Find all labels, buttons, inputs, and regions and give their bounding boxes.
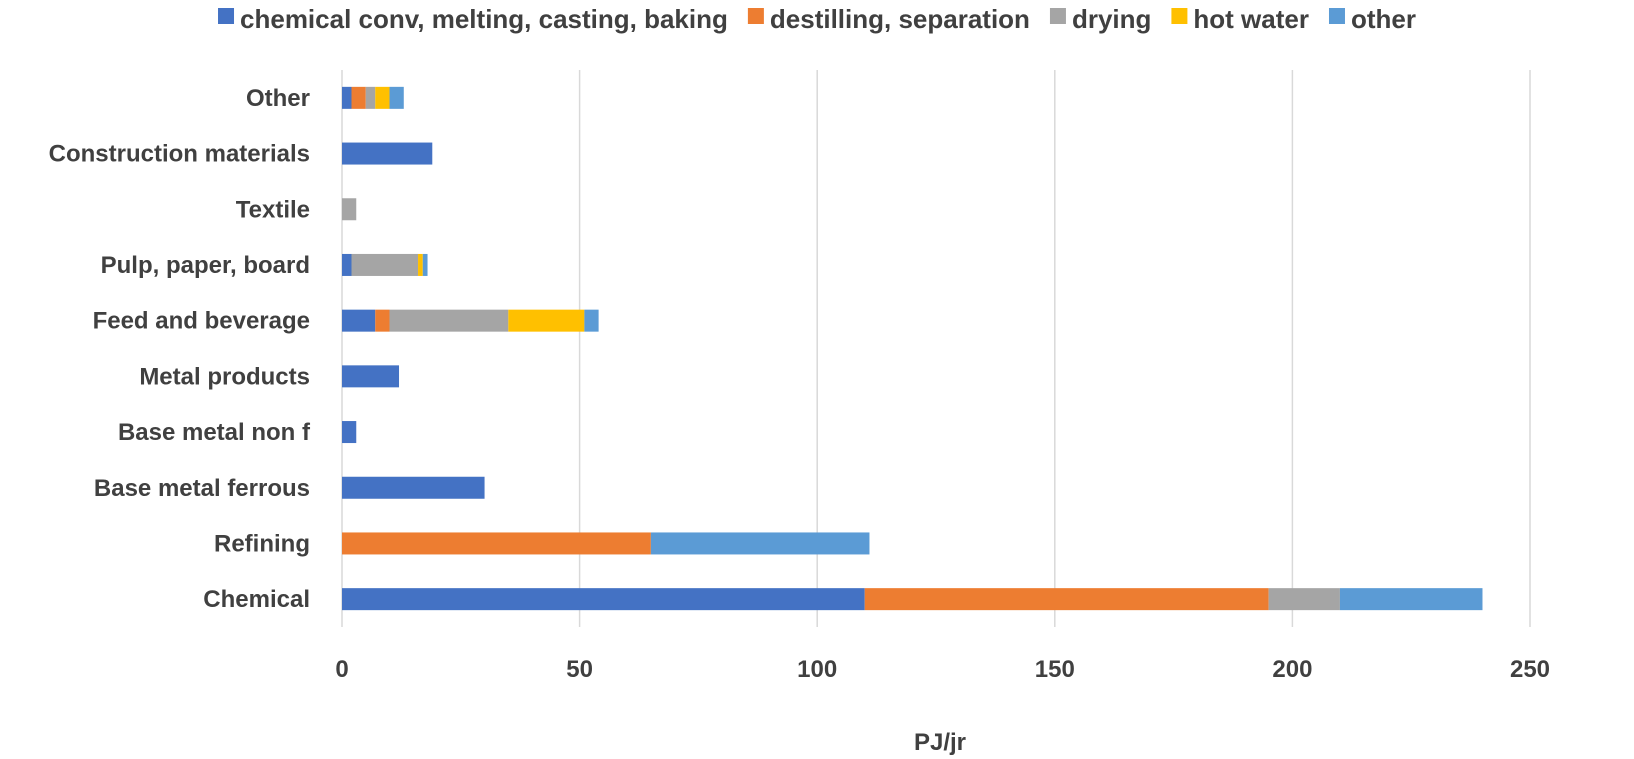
category-label: Feed and beverage xyxy=(93,308,310,335)
legend-label: drying xyxy=(1072,4,1151,34)
bar-segment xyxy=(342,421,357,444)
bar-segment xyxy=(365,86,376,109)
bar-segment xyxy=(422,253,428,276)
legend-label: destilling, separation xyxy=(770,4,1030,34)
bar-segment xyxy=(351,253,419,276)
bar-segment xyxy=(650,532,870,555)
bar-segment xyxy=(375,309,390,332)
legend-label: hot water xyxy=(1193,4,1309,34)
bar-segment xyxy=(342,253,352,276)
legend-swatch xyxy=(1171,8,1188,24)
x-tick-label: 200 xyxy=(1272,656,1312,683)
bar-segment xyxy=(584,309,599,332)
category-label: Construction materials xyxy=(49,141,310,168)
category-label: Base metal non f xyxy=(118,419,311,446)
bars xyxy=(342,86,1483,611)
bar-segment xyxy=(1339,588,1483,611)
bar-segment xyxy=(342,588,865,611)
bar-segment xyxy=(1268,588,1340,611)
category-labels: Chemical Refining Base metal ferrous Base m… xyxy=(49,85,311,613)
legend-label: other xyxy=(1351,4,1416,34)
legend-swatch xyxy=(1049,8,1066,24)
category-label: Base metal ferrous xyxy=(94,475,310,502)
category-label: Pulp, paper, board xyxy=(101,252,310,279)
bar-segment xyxy=(342,198,357,221)
x-tick-label: 50 xyxy=(566,656,593,683)
bar-segment xyxy=(342,532,651,555)
x-axis-tick-labels: 0 50 100 150 200 250 xyxy=(335,656,1550,683)
bar-segment xyxy=(375,86,390,109)
bar-segment xyxy=(351,86,366,109)
bar-segment xyxy=(342,142,433,165)
x-tick-label: 0 xyxy=(335,656,348,683)
bar-segment xyxy=(389,86,404,109)
x-axis-title: PJ/jr xyxy=(914,729,966,756)
category-label: Other xyxy=(246,85,310,112)
category-label: Metal products xyxy=(139,363,310,390)
bar-segment xyxy=(864,588,1269,611)
bar-segment xyxy=(342,309,376,332)
bar-segment xyxy=(418,253,423,276)
bar-segment xyxy=(342,476,485,499)
category-label: Textile xyxy=(236,196,310,223)
legend-swatch xyxy=(1328,8,1345,24)
x-tick-label: 150 xyxy=(1035,656,1075,683)
legend-swatch xyxy=(218,8,235,24)
bar-segment xyxy=(342,365,400,388)
category-label: Chemical xyxy=(203,586,310,613)
category-label: Refining xyxy=(214,530,310,557)
legend: chemical conv, melting, casting, baking d… xyxy=(218,4,1416,34)
bar-segment xyxy=(508,309,585,332)
bar-segment xyxy=(342,86,352,109)
x-tick-label: 100 xyxy=(797,656,837,683)
legend-swatch xyxy=(747,8,764,24)
bar-segment xyxy=(389,309,509,332)
x-tick-label: 250 xyxy=(1510,656,1550,683)
legend-label: chemical conv, melting, casting, baking xyxy=(240,4,728,34)
